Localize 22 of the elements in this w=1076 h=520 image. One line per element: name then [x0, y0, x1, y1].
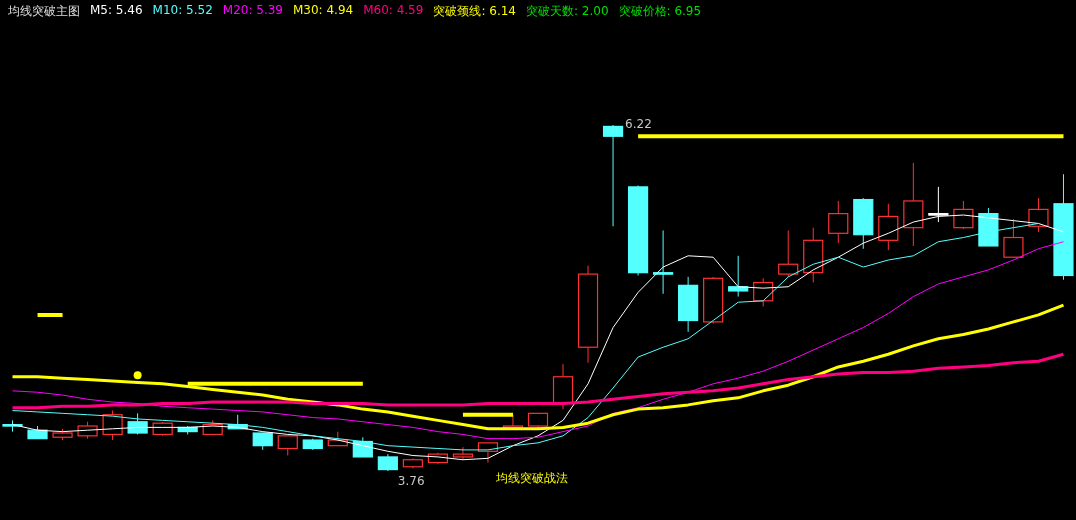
annotation: 均线突破战法	[496, 470, 568, 487]
text: M5: 5.46	[90, 3, 143, 19]
candlestick	[1003, 218, 1024, 258]
candlestick	[953, 200, 974, 230]
candlestick	[1028, 197, 1049, 233]
text: 突破价格: 6.95	[618, 3, 702, 20]
text: M10: 5.52	[152, 3, 213, 19]
chart-title: 均线突破主图	[8, 3, 80, 20]
text: 突破颈线: 6.14	[433, 3, 516, 20]
annotation: 3.76	[397, 474, 425, 488]
candlestick	[277, 435, 298, 457]
annotation: 6.22	[625, 117, 652, 131]
text: M30: 4.94	[292, 3, 354, 19]
text: M60: 4.59	[363, 3, 424, 19]
candlestick	[653, 229, 674, 295]
candlestick	[828, 200, 849, 244]
text: 突破天数: 2.00	[525, 3, 609, 20]
text: M20: 5.39	[222, 3, 283, 19]
candlestick	[778, 229, 799, 278]
candlestick	[728, 255, 749, 298]
candlestick	[602, 125, 624, 227]
candlestick	[878, 203, 899, 251]
